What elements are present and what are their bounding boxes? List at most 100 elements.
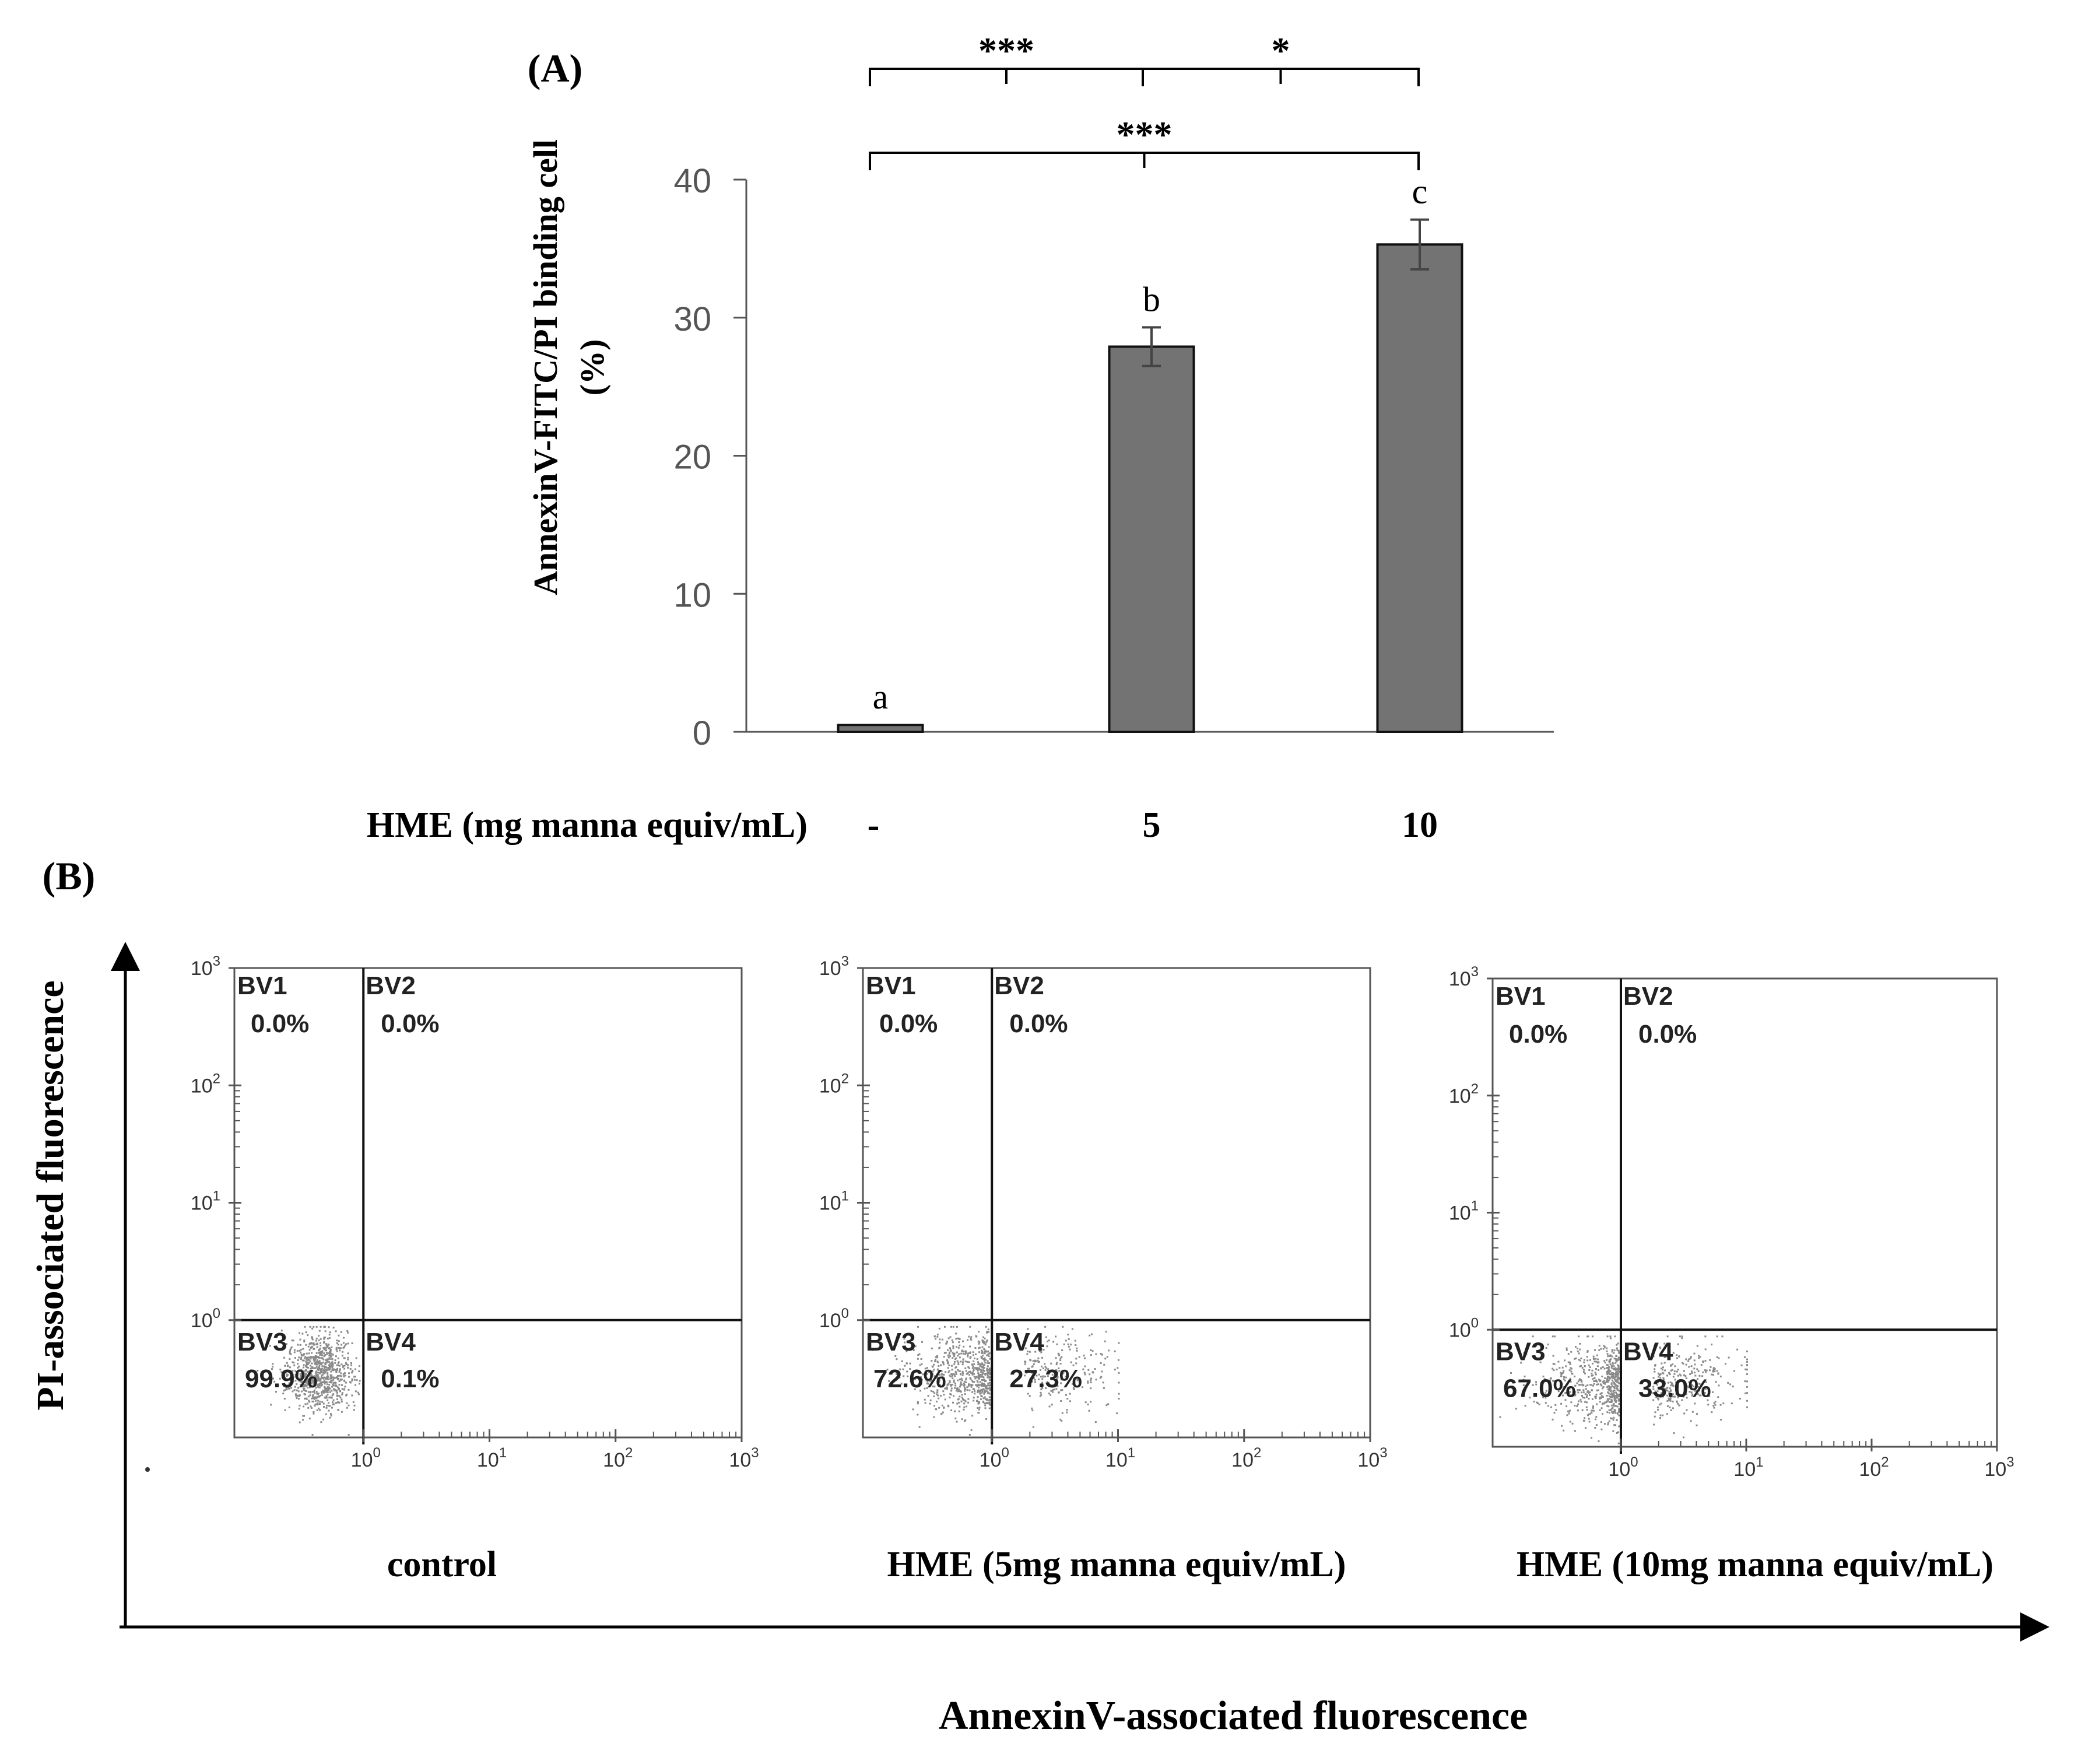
- event-dot: [985, 1418, 988, 1420]
- event-dot: [1694, 1390, 1696, 1392]
- event-dot: [978, 1407, 981, 1409]
- event-dot: [1672, 1385, 1675, 1387]
- event-dot: [311, 1366, 314, 1368]
- event-dot: [1682, 1395, 1684, 1398]
- event-dot: [340, 1331, 342, 1333]
- event-dot: [989, 1376, 991, 1379]
- event-dot: [1614, 1398, 1616, 1400]
- event-dot: [309, 1380, 311, 1383]
- event-dot: [1693, 1352, 1696, 1355]
- event-dot: [964, 1393, 966, 1395]
- event-dot: [1579, 1365, 1581, 1367]
- event-dot: [320, 1381, 322, 1384]
- event-dot: [950, 1390, 953, 1392]
- event-dot: [1674, 1395, 1676, 1398]
- event-dot: [1050, 1362, 1052, 1365]
- event-dot: [1591, 1369, 1593, 1372]
- event-dot: [1101, 1353, 1104, 1356]
- y-tick-label: 0: [693, 714, 711, 752]
- event-dot: [1743, 1356, 1746, 1358]
- event-dot: [1612, 1430, 1614, 1432]
- event-dot: [1065, 1376, 1067, 1378]
- event-dot: [1683, 1412, 1686, 1415]
- event-dot: [1604, 1381, 1606, 1384]
- event-dot: [334, 1388, 336, 1391]
- event-dot: [287, 1385, 290, 1387]
- event-dot: [1691, 1384, 1693, 1387]
- event-dot: [325, 1391, 327, 1393]
- event-dot: [1704, 1335, 1707, 1338]
- event-dot: [290, 1346, 293, 1348]
- event-dot: [330, 1381, 332, 1384]
- event-dot: [940, 1364, 942, 1366]
- event-dot: [938, 1379, 940, 1381]
- event-dot: [983, 1348, 985, 1350]
- event-dot: [933, 1392, 936, 1394]
- event-dot: [949, 1381, 951, 1383]
- event-dot: [336, 1398, 338, 1401]
- event-dot: [1047, 1369, 1049, 1372]
- event-dot: [1095, 1353, 1097, 1355]
- event-dot: [1583, 1359, 1585, 1361]
- event-dot: [302, 1415, 304, 1417]
- event-dot: [338, 1401, 341, 1404]
- event-dot: [1545, 1392, 1547, 1394]
- event-dot: [1669, 1390, 1672, 1393]
- event-dot: [894, 1355, 897, 1357]
- event-dot: [1657, 1381, 1659, 1384]
- panel-a-bars: abc: [837, 173, 1463, 733]
- event-dot: [964, 1360, 967, 1363]
- event-dot: [909, 1362, 911, 1365]
- event-dot: [341, 1379, 343, 1381]
- event-dot: [1582, 1391, 1585, 1394]
- event-dot: [1577, 1409, 1579, 1412]
- event-dot: [1612, 1374, 1614, 1376]
- event-dot: [1594, 1418, 1596, 1421]
- event-dot: [1655, 1392, 1657, 1394]
- event-dot: [331, 1368, 334, 1370]
- event-dot: [1611, 1385, 1613, 1387]
- event-dot: [332, 1353, 334, 1356]
- event-dot: [339, 1368, 342, 1370]
- event-dot: [939, 1341, 941, 1344]
- event-dot: [1557, 1390, 1560, 1393]
- event-dots: [257, 1325, 361, 1436]
- event-dot: [987, 1376, 989, 1379]
- event-dot: [297, 1370, 300, 1372]
- event-dot: [292, 1370, 294, 1372]
- exponent: 1: [1756, 1454, 1763, 1470]
- event-dot: [1688, 1358, 1690, 1360]
- event-dot: [1589, 1413, 1591, 1415]
- event-dot: [300, 1380, 303, 1382]
- event-dot: [1055, 1388, 1058, 1390]
- event-dot: [1698, 1357, 1700, 1359]
- event-dot: [977, 1381, 979, 1383]
- event-dot: [337, 1374, 339, 1377]
- event-dot: [1610, 1393, 1612, 1395]
- event-dot: [909, 1367, 911, 1370]
- event-dot: [1580, 1357, 1582, 1359]
- event-dot: [936, 1335, 939, 1338]
- event-dot: [1728, 1356, 1730, 1359]
- event-dot: [1679, 1373, 1681, 1376]
- event-dot: [929, 1379, 932, 1381]
- event-dot: [1083, 1355, 1085, 1357]
- event-dot: [287, 1387, 290, 1390]
- event-dot: [1580, 1391, 1582, 1394]
- event-dot: [1610, 1382, 1613, 1384]
- event-dot: [327, 1391, 329, 1394]
- event-dot: [323, 1346, 325, 1349]
- event-dot: [298, 1395, 300, 1397]
- event-dot: [301, 1373, 304, 1376]
- event-dot: [318, 1380, 321, 1382]
- event-dot: [1613, 1396, 1616, 1398]
- event-dot: [321, 1391, 323, 1393]
- event-dot: [317, 1356, 320, 1358]
- event-dot: [350, 1364, 353, 1366]
- event-dot: [1055, 1374, 1058, 1377]
- event-dot: [270, 1404, 272, 1406]
- event-dot: [962, 1372, 964, 1374]
- event-dot: [1561, 1383, 1563, 1386]
- event-dot: [974, 1367, 977, 1369]
- event-dot: [310, 1391, 312, 1394]
